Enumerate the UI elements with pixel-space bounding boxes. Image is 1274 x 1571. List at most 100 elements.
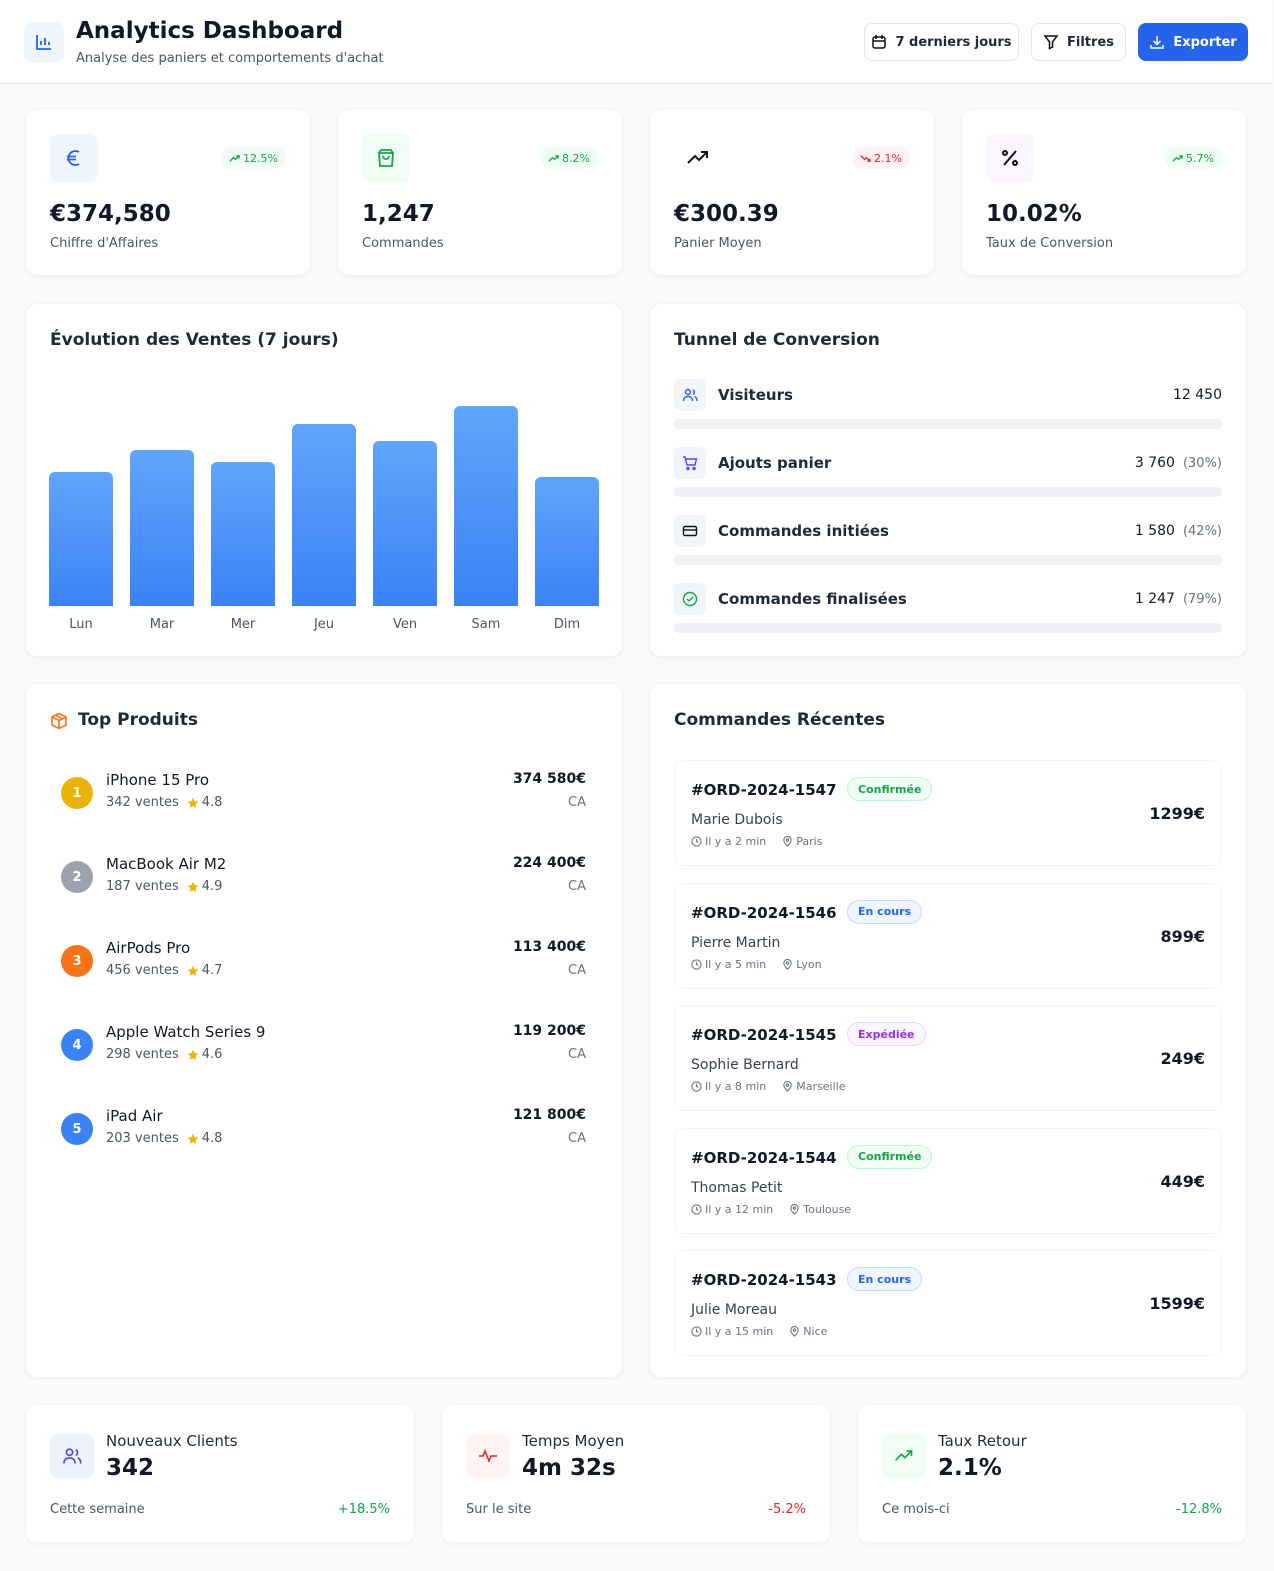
step-label: Commandes finalisées bbox=[718, 590, 907, 608]
step-label: Ajouts panier bbox=[718, 454, 832, 472]
product-row: 4 Apple Watch Series 9 298 ventes 4.6 119 20… bbox=[50, 1023, 586, 1067]
order-item[interactable]: #ORD-2024-1546 En cours Pierre Martin Il y … bbox=[674, 882, 1222, 989]
product-meta: 298 ventes 4.6 bbox=[106, 1047, 222, 1062]
sales-chart-card: Évolution des Ventes (7 jours) Lun Mar Mer… bbox=[25, 303, 623, 657]
change-badge: 8.2% bbox=[540, 147, 598, 169]
kpi-label: Taux de Conversion bbox=[986, 236, 1114, 251]
summary-card: Temps Moyen 4m 32s Sur le site -5.2% bbox=[441, 1404, 831, 1543]
summary-change: -12.8% bbox=[1176, 1502, 1222, 1517]
sales-count: 187 ventes bbox=[106, 879, 179, 894]
button-label: Exporter bbox=[1173, 34, 1237, 50]
rank-badge: 3 bbox=[61, 945, 93, 977]
order-item[interactable]: #ORD-2024-1545 Expédiée Sophie Bernard Il y… bbox=[674, 1005, 1222, 1111]
change-badge: 5.7% bbox=[1164, 147, 1222, 169]
logo bbox=[24, 22, 64, 62]
time-text: Il y a 12 min bbox=[705, 1202, 774, 1216]
revenue-label: CA bbox=[568, 879, 586, 894]
revenue-label: CA bbox=[568, 963, 586, 978]
order-time: Il y a 12 min bbox=[691, 1203, 773, 1216]
summary-caption: Cette semaine bbox=[50, 1502, 145, 1517]
product-row: 2 MacBook Air M2 187 ventes 4.9 224 400€ CA bbox=[50, 855, 586, 899]
order-time: Il y a 5 min bbox=[691, 958, 766, 971]
funnel-step: Commandes initiées 1 580 (42%) bbox=[674, 515, 1222, 547]
city-text: Toulouse bbox=[803, 1202, 852, 1216]
city-text: Paris bbox=[796, 835, 823, 848]
kpi-icon bbox=[50, 134, 98, 182]
x-tick-label: Dim bbox=[553, 617, 581, 632]
bar bbox=[292, 424, 356, 606]
product-row: 1 iPhone 15 Pro 342 ventes 4.8 374 580€ CA bbox=[50, 771, 586, 815]
progress-track bbox=[674, 419, 1222, 429]
rating-value: 4.8 bbox=[201, 1131, 223, 1146]
order-id: #ORD-2024-1543 bbox=[691, 1271, 837, 1289]
city-text: Marseille bbox=[796, 1080, 846, 1093]
order-time: Il y a 8 min bbox=[691, 1080, 766, 1093]
customer-name: Thomas Petit bbox=[691, 1179, 783, 1196]
order-city: Marseille bbox=[782, 1080, 845, 1093]
order-meta: Il y a 8 min Marseille bbox=[691, 1080, 845, 1093]
city-text: Nice bbox=[803, 1325, 828, 1338]
x-tick-label: Mer bbox=[230, 617, 256, 632]
kpi-card: 8.2% 1,247 Commandes bbox=[337, 109, 623, 276]
order-meta: Il y a 2 min Paris bbox=[691, 835, 822, 848]
page-subtitle: Analyse des paniers et comportements d'a… bbox=[76, 51, 384, 66]
rank-badge: 2 bbox=[61, 861, 93, 893]
kpi-label: Chiffre d'Affaires bbox=[50, 236, 159, 251]
product-meta: 187 ventes 4.9 bbox=[106, 879, 222, 894]
summary-card: Nouveaux Clients 342 Cette semaine +18.5% bbox=[25, 1404, 415, 1543]
order-id: #ORD-2024-1544 bbox=[691, 1148, 837, 1167]
x-tick-label: Ven bbox=[392, 617, 418, 632]
customer-name: Marie Dubois bbox=[691, 812, 783, 828]
order-item[interactable]: #ORD-2024-1544 Confirmée Thomas Petit Il y … bbox=[674, 1127, 1222, 1234]
time-text: Il y a 15 min bbox=[705, 1325, 774, 1338]
summary-icon bbox=[882, 1434, 926, 1478]
summary-card: Taux Retour 2.1% Ce mois-ci -12.8% bbox=[857, 1404, 1247, 1543]
revenue-label: CA bbox=[568, 1131, 586, 1146]
order-meta: Il y a 12 min Toulouse bbox=[691, 1203, 851, 1216]
bar bbox=[49, 472, 113, 606]
summary-value: 4m 32s bbox=[522, 1455, 616, 1481]
bar bbox=[130, 450, 194, 606]
revenue: 119 200€ bbox=[512, 1023, 586, 1039]
button-label: 7 derniers jours bbox=[895, 34, 1012, 50]
step-label: Visiteurs bbox=[718, 386, 793, 404]
funnel-step: Commandes finalisées 1 247 (79%) bbox=[674, 583, 1222, 615]
order-city: Nice bbox=[789, 1325, 827, 1338]
filter-button[interactable]: Filtres bbox=[1031, 23, 1126, 61]
step-rate: (42%) bbox=[1182, 523, 1222, 539]
order-id: #ORD-2024-1547 bbox=[691, 781, 837, 799]
change-value: 12.5% bbox=[243, 151, 278, 165]
rating: 4.8 bbox=[187, 1131, 223, 1146]
product-name: Apple Watch Series 9 bbox=[106, 1023, 266, 1041]
top-products-card: Top Produits 1 iPhone 15 Pro 342 ventes 4.8… bbox=[25, 683, 623, 1378]
kpi-label: Panier Moyen bbox=[674, 236, 762, 251]
bar bbox=[535, 477, 599, 606]
step-icon bbox=[674, 379, 706, 411]
order-amount: 249€ bbox=[1160, 1049, 1205, 1068]
product-meta: 456 ventes 4.7 bbox=[106, 963, 222, 978]
x-tick-label: Sam bbox=[471, 617, 501, 632]
kpi-label: Commandes bbox=[362, 236, 444, 251]
kpi-card: 2.1% €300.39 Panier Moyen bbox=[649, 109, 935, 276]
date-range-button[interactable]: 7 derniers jours bbox=[864, 23, 1019, 61]
rating: 4.9 bbox=[187, 879, 222, 894]
change-value: 5.7% bbox=[1186, 151, 1214, 165]
bar bbox=[373, 441, 437, 606]
step-value: 12 450 bbox=[1173, 387, 1222, 403]
export-button[interactable]: Exporter bbox=[1138, 23, 1248, 61]
order-status: Confirmée bbox=[847, 777, 933, 801]
customer-name: Pierre Martin bbox=[691, 934, 781, 951]
step-icon bbox=[674, 447, 706, 479]
step-icon bbox=[674, 583, 706, 615]
sales-count: 203 ventes bbox=[106, 1131, 179, 1146]
order-item[interactable]: #ORD-2024-1547 Confirmée Marie Dubois Il y … bbox=[674, 760, 1222, 866]
time-text: Il y a 2 min bbox=[705, 835, 767, 848]
order-item[interactable]: #ORD-2024-1543 En cours Julie Moreau Il y a… bbox=[674, 1250, 1222, 1356]
sales-count: 298 ventes bbox=[106, 1047, 179, 1062]
funnel-card: Tunnel de Conversion Visiteurs 12 450 Ajou… bbox=[649, 303, 1247, 657]
order-time: Il y a 2 min bbox=[691, 835, 766, 848]
x-tick-label: Jeu bbox=[313, 617, 335, 632]
kpi-icon bbox=[362, 134, 410, 182]
